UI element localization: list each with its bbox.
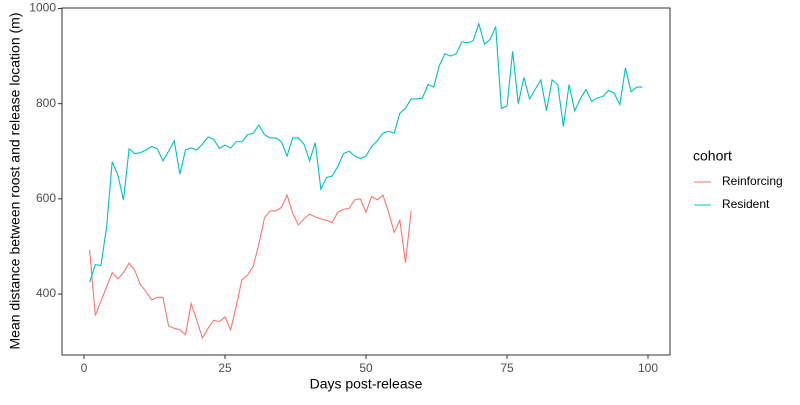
y-tick-label: 600 xyxy=(36,191,56,205)
series-line xyxy=(89,21,643,283)
legend-title: cohort xyxy=(693,148,732,164)
legend-label: Resident xyxy=(722,197,770,211)
y-tick-label: 800 xyxy=(36,96,56,110)
legend-label: Reinforcing xyxy=(722,174,783,188)
y-axis-title: Mean distance between roost and release … xyxy=(7,13,23,350)
x-tick-label: 25 xyxy=(218,361,232,375)
y-tick-label: 400 xyxy=(36,286,56,300)
x-tick-label: 50 xyxy=(359,361,373,375)
x-axis-title: Days post-release xyxy=(310,376,423,392)
x-tick-label: 100 xyxy=(638,361,658,375)
x-tick-label: 0 xyxy=(81,361,88,375)
y-tick-label: 1000 xyxy=(29,1,56,15)
x-tick-label: 75 xyxy=(500,361,514,375)
series-line xyxy=(89,193,412,340)
panel-border xyxy=(61,7,671,356)
